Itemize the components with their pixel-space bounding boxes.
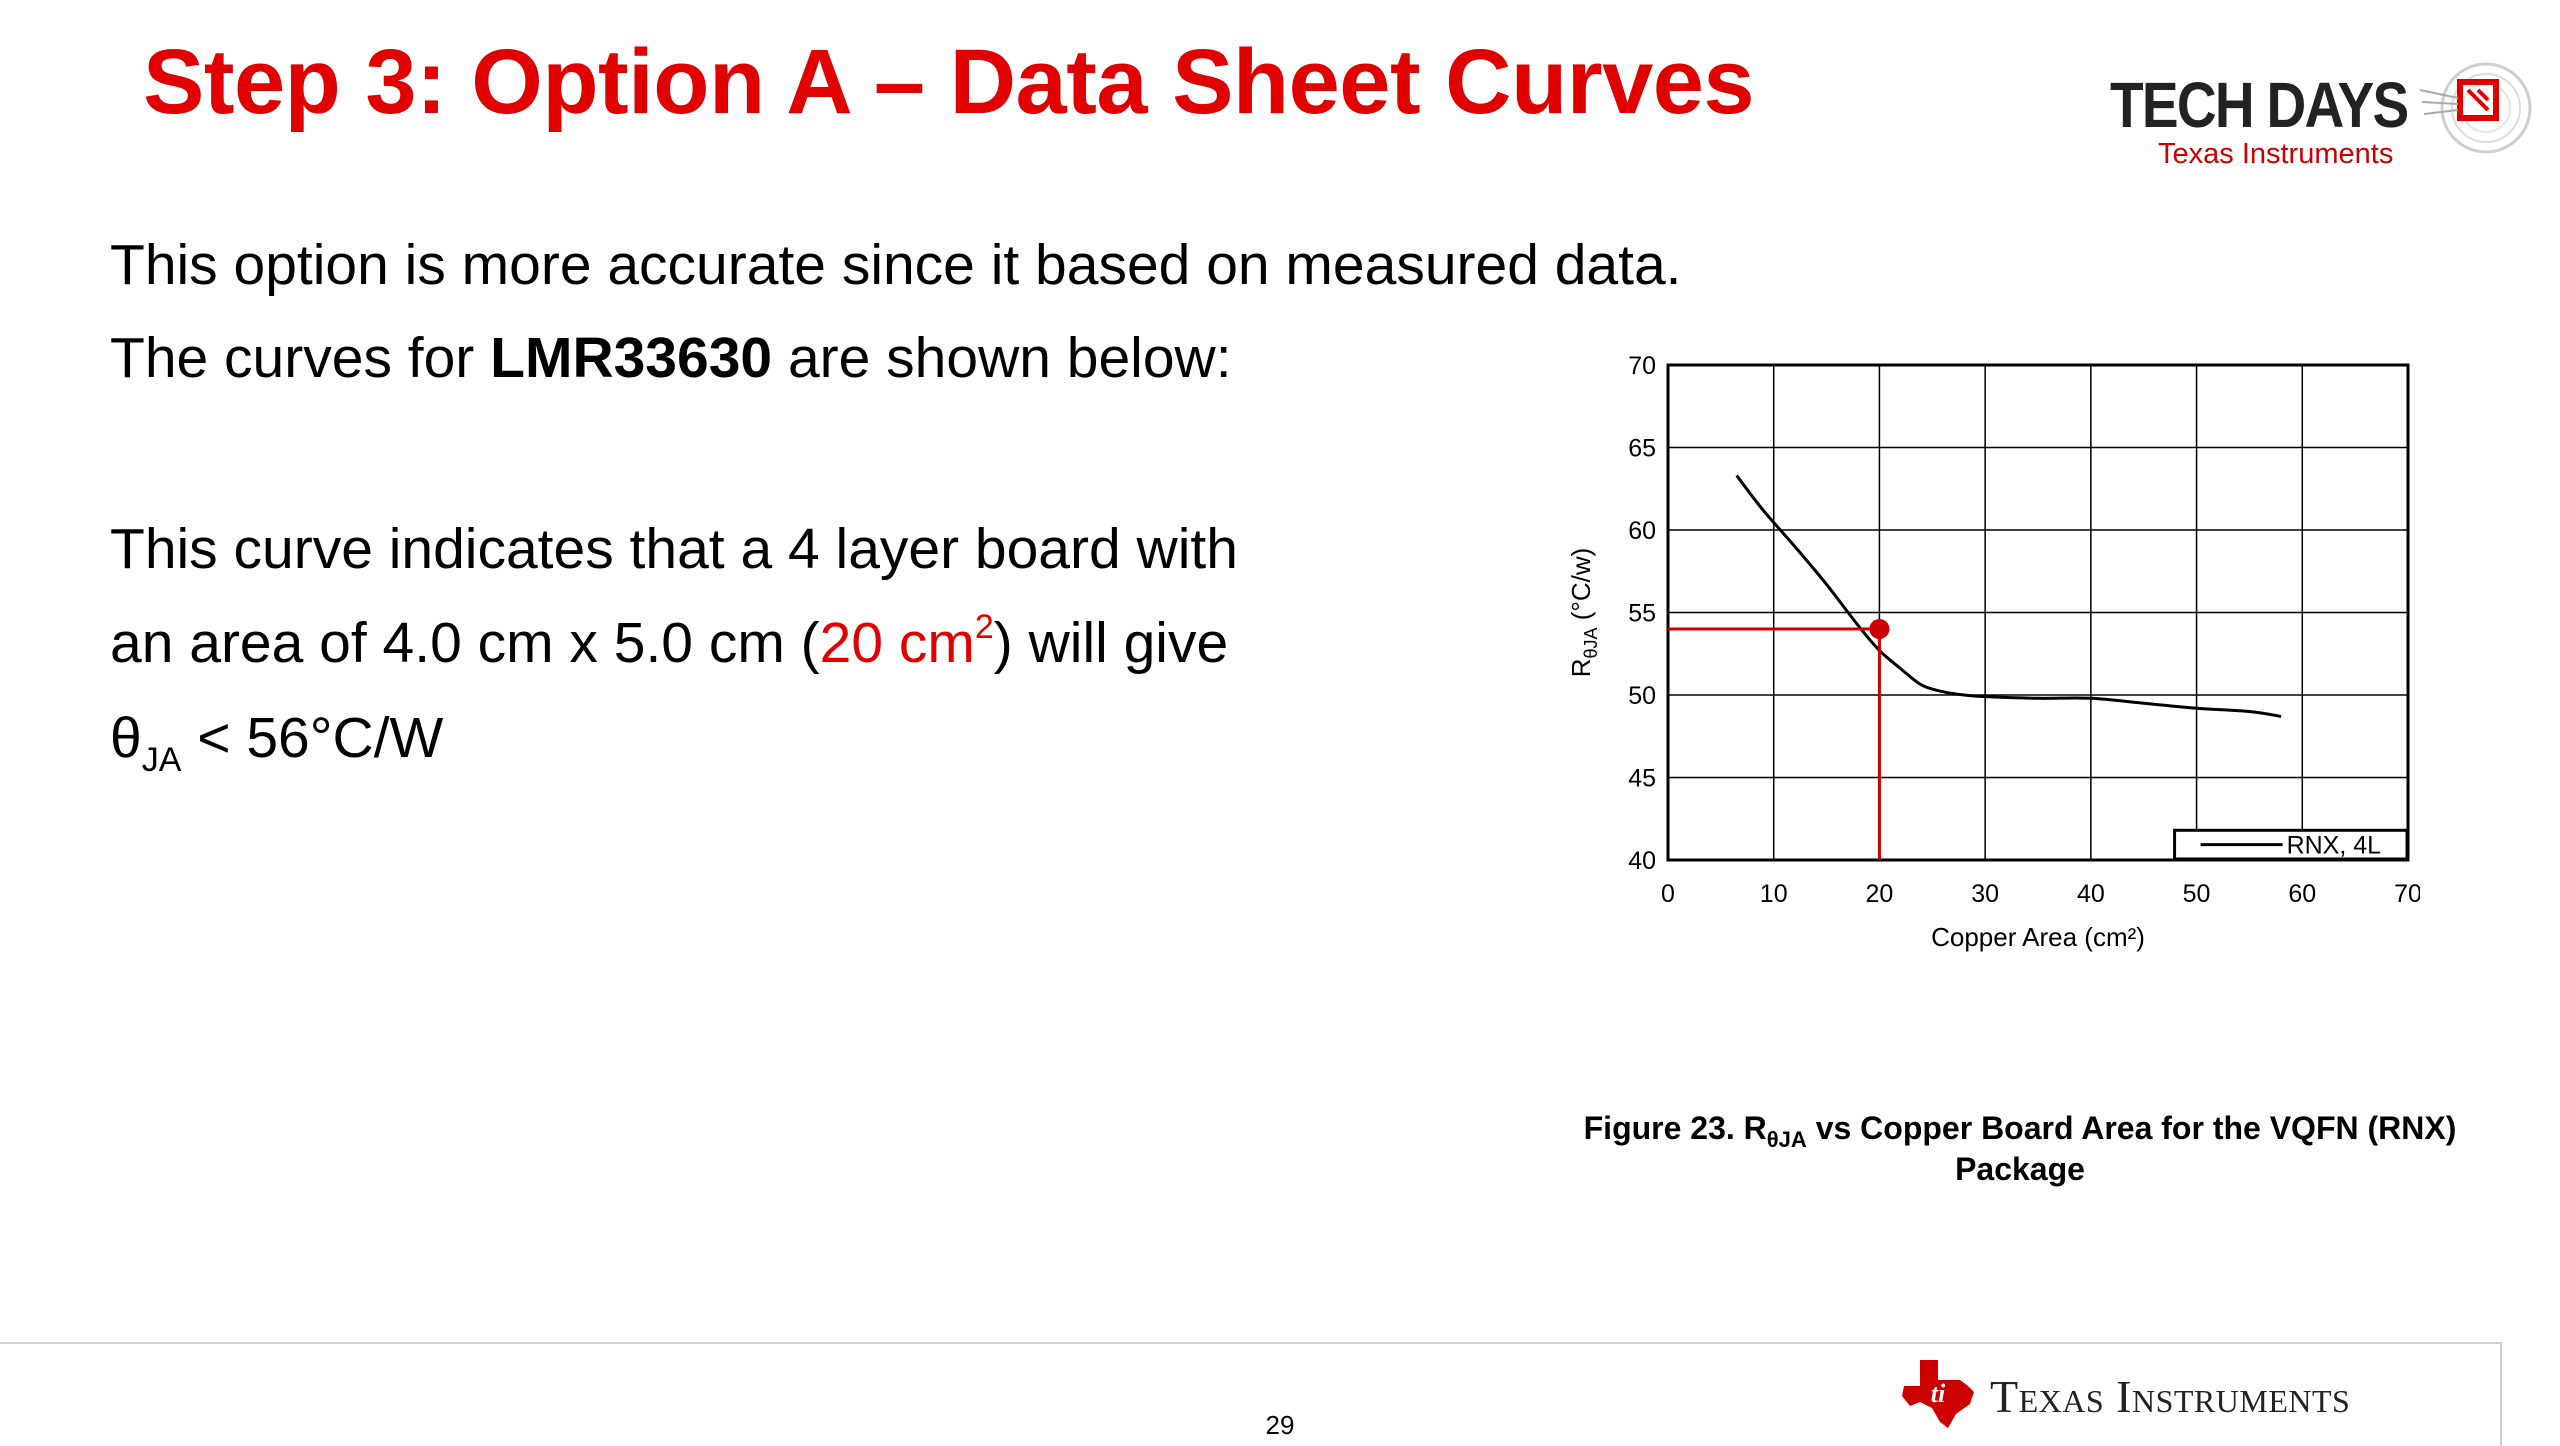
area-value: 20 cm	[819, 611, 975, 675]
figure-caption: Figure 23. RθJA vs Copper Board Area for…	[1520, 1108, 2520, 1190]
tech-days-emblem-icon	[2419, 62, 2532, 154]
texas-state-icon: ti	[1902, 1360, 1974, 1428]
intro-line-1: This option is more accurate since it ba…	[110, 233, 1682, 297]
x-tick-label: 40	[2077, 880, 2105, 908]
caption-suffix: vs Copper Board Area for the VQFN (RNX)	[1806, 1110, 2457, 1146]
thermal-resistance-chart: 0 10 20 30 40 50 60 70 40 45 50 55 60 65 70 Copper Area…	[1540, 340, 2422, 970]
result-line-2-pre: an area of 4.0 cm x 5.0 cm (	[110, 611, 820, 675]
annotation-point	[1869, 619, 1890, 639]
x-tick-label: 10	[1760, 880, 1788, 908]
caption-prefix: Figure 23. R	[1583, 1110, 1767, 1146]
result-line-3: θJA < 56°C/W	[110, 705, 444, 777]
area-highlight: 20 cm2	[819, 608, 994, 675]
series-line-rnx-4l	[1735, 474, 2282, 718]
x-tick-label: 30	[1971, 880, 1999, 908]
page-number: 29	[1265, 1410, 1295, 1440]
intro-line-2-pre: The curves for	[110, 326, 491, 390]
slide-title: Step 3: Option A – Data Sheet Curves	[143, 31, 1755, 133]
result-line-2-post: ) will give	[993, 611, 1229, 675]
intro-line-2: The curves for LMR33630 are shown below:	[110, 325, 1232, 391]
caption-subscript: θJA	[1766, 1127, 1807, 1152]
tech-days-wordmark: TECH DAYS	[2110, 69, 2409, 141]
y-tick-label: 70	[1628, 352, 1656, 380]
theta-symbol: θ	[110, 706, 142, 770]
x-tick-label: 20	[1866, 880, 1894, 908]
legend-label: RNX, 4L	[2287, 832, 2382, 860]
y-tick-label: 40	[1628, 847, 1656, 875]
x-tick-label: 0	[1661, 880, 1675, 908]
texas-instruments-logo: ti Texas Instruments	[1898, 1356, 2428, 1432]
result-line-1: This curve indicates that a 4 layer boar…	[110, 517, 1238, 581]
footer-bar	[0, 1342, 2502, 1446]
y-tick-label: 65	[1628, 435, 1656, 463]
intro-line-2-post: are shown below:	[772, 326, 1232, 390]
result-value: < 56°C/W	[181, 706, 444, 770]
y-tick-label: 55	[1628, 600, 1656, 628]
part-number: LMR33630	[490, 326, 773, 390]
x-tick-label: 60	[2288, 880, 2316, 908]
y-axis-label: RθJA (°C/w)	[1566, 548, 1601, 678]
y-tick-label: 60	[1628, 517, 1656, 545]
area-exponent: 2	[974, 608, 994, 646]
x-tick-label: 70	[2394, 880, 2420, 908]
y-tick-label: 45	[1628, 765, 1656, 793]
caption-line-2: Package	[1955, 1151, 2085, 1187]
theta-subscript: JA	[141, 741, 182, 779]
tech-days-logo: TECH DAYS Texas Instruments	[2100, 60, 2540, 180]
tech-days-subtitle: Texas Instruments	[2158, 138, 2394, 170]
chart-svg: 0 10 20 30 40 50 60 70 40 45 50 55 60 65 70 Copper Area…	[1566, 352, 2422, 952]
caption-line-1: Figure 23. RθJA vs Copper Board Area for…	[1520, 1108, 2520, 1152]
result-line-2: an area of 4.0 cm x 5.0 cm (20 cm2) will…	[110, 610, 1228, 676]
svg-text:ti: ti	[1931, 1379, 1946, 1408]
x-axis-label: Copper Area (cm²)	[1931, 922, 2145, 952]
x-tick-label: 50	[2183, 880, 2211, 908]
plot-frame	[1666, 363, 2410, 862]
ti-wordmark: Texas Instruments	[1990, 1371, 2351, 1422]
y-tick-label: 50	[1628, 682, 1656, 710]
